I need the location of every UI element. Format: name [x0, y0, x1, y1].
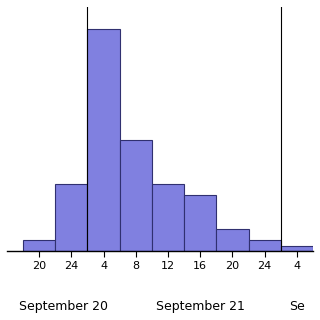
Bar [23, 240, 55, 251]
Bar [87, 29, 120, 251]
Text: September 20: September 20 [19, 300, 108, 313]
Bar [184, 195, 216, 251]
Bar [55, 184, 87, 251]
Bar [249, 240, 281, 251]
Text: September 21: September 21 [156, 300, 245, 313]
Bar [216, 228, 249, 251]
Bar [152, 184, 184, 251]
Bar [281, 246, 313, 251]
Bar [120, 140, 152, 251]
Text: Se: Se [289, 300, 305, 313]
